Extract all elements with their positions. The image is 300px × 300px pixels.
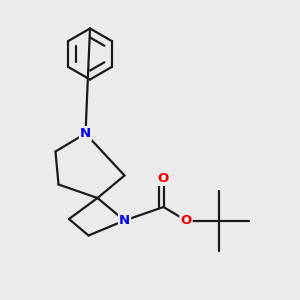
Text: N: N — [80, 127, 91, 140]
Text: O: O — [158, 172, 169, 185]
Text: N: N — [119, 214, 130, 227]
Text: O: O — [180, 214, 192, 227]
